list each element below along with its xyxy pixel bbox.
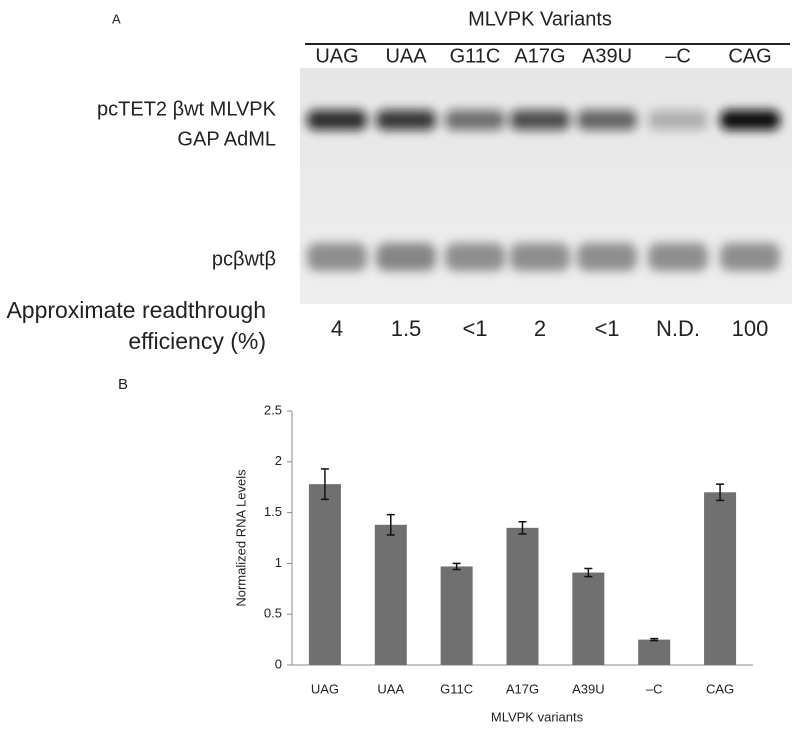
gel-band xyxy=(445,243,505,271)
error-bar xyxy=(320,468,329,501)
lane-label: A17G xyxy=(514,45,565,67)
x-tick-label: UAA xyxy=(377,681,404,696)
readthrough-value: N.D. xyxy=(656,316,700,341)
x-tick-label: CAG xyxy=(706,681,734,696)
y-tick-label: 2.5 xyxy=(264,402,282,417)
gel-band xyxy=(648,110,708,130)
gel-band xyxy=(577,110,637,130)
gel-band xyxy=(577,243,637,271)
error-bar xyxy=(650,637,659,642)
gel-band xyxy=(720,110,780,130)
y-tick-label: 0 xyxy=(275,656,282,671)
band-label: pcTET2 βwt MLVPK xyxy=(97,98,277,120)
error-bar xyxy=(584,567,593,578)
error-bar xyxy=(386,513,395,536)
y-tick-label: 0.5 xyxy=(264,606,282,621)
gel-band xyxy=(510,110,570,130)
x-axis-label: MLVPK variants xyxy=(491,709,584,724)
x-tick-label: UAG xyxy=(311,681,339,696)
band-label: pcβwtβ xyxy=(212,248,276,270)
lane-label: UAA xyxy=(385,45,427,67)
x-tick-label: A17G xyxy=(506,681,539,696)
readthrough-value: 100 xyxy=(732,316,769,341)
readthrough-label: efficiency (%) xyxy=(128,328,266,354)
gel-band xyxy=(376,243,436,271)
readthrough-value: 1.5 xyxy=(391,316,422,341)
error-bar xyxy=(518,520,527,535)
y-axis-label: Normalized RNA Levels xyxy=(233,469,248,607)
readthrough-value: <1 xyxy=(594,316,619,341)
y-tick-label: 1.5 xyxy=(264,504,282,519)
lane-label: A39U xyxy=(582,45,632,67)
error-bar xyxy=(452,562,461,571)
readthrough-value: 4 xyxy=(331,316,343,341)
gel xyxy=(307,110,780,271)
bar xyxy=(506,527,539,665)
gel-band xyxy=(445,110,505,130)
x-tick-label: A39U xyxy=(572,681,605,696)
bar xyxy=(308,484,341,665)
lane-label: G11C xyxy=(450,45,501,67)
gel-band xyxy=(720,243,780,271)
gel-band xyxy=(307,243,367,271)
y-tick-label: 2 xyxy=(275,453,282,468)
lane-label: CAG xyxy=(728,45,771,67)
header: MLVPK Variants xyxy=(468,8,612,30)
bar xyxy=(638,639,671,665)
x-tick-label: –C xyxy=(646,681,663,696)
gel-band xyxy=(648,243,708,271)
bar xyxy=(374,524,407,665)
band-label: GAP AdML xyxy=(177,128,276,150)
gel-band xyxy=(510,243,570,271)
bar xyxy=(440,566,473,665)
panel-label: A xyxy=(112,11,121,26)
y-tick-label: 1 xyxy=(275,555,282,570)
bar xyxy=(704,492,737,665)
lane-label: –C xyxy=(665,45,691,67)
bar xyxy=(572,572,605,665)
readthrough-label: Approximate readthrough xyxy=(6,297,266,323)
error-bar xyxy=(716,483,725,502)
gel-band xyxy=(307,110,367,130)
lane-label: UAG xyxy=(315,45,358,67)
readthrough-value: 2 xyxy=(534,316,546,341)
gel-band xyxy=(376,110,436,130)
x-tick-label: G11C xyxy=(440,681,473,696)
readthrough-value: <1 xyxy=(462,316,487,341)
panel-label: B xyxy=(118,376,128,393)
